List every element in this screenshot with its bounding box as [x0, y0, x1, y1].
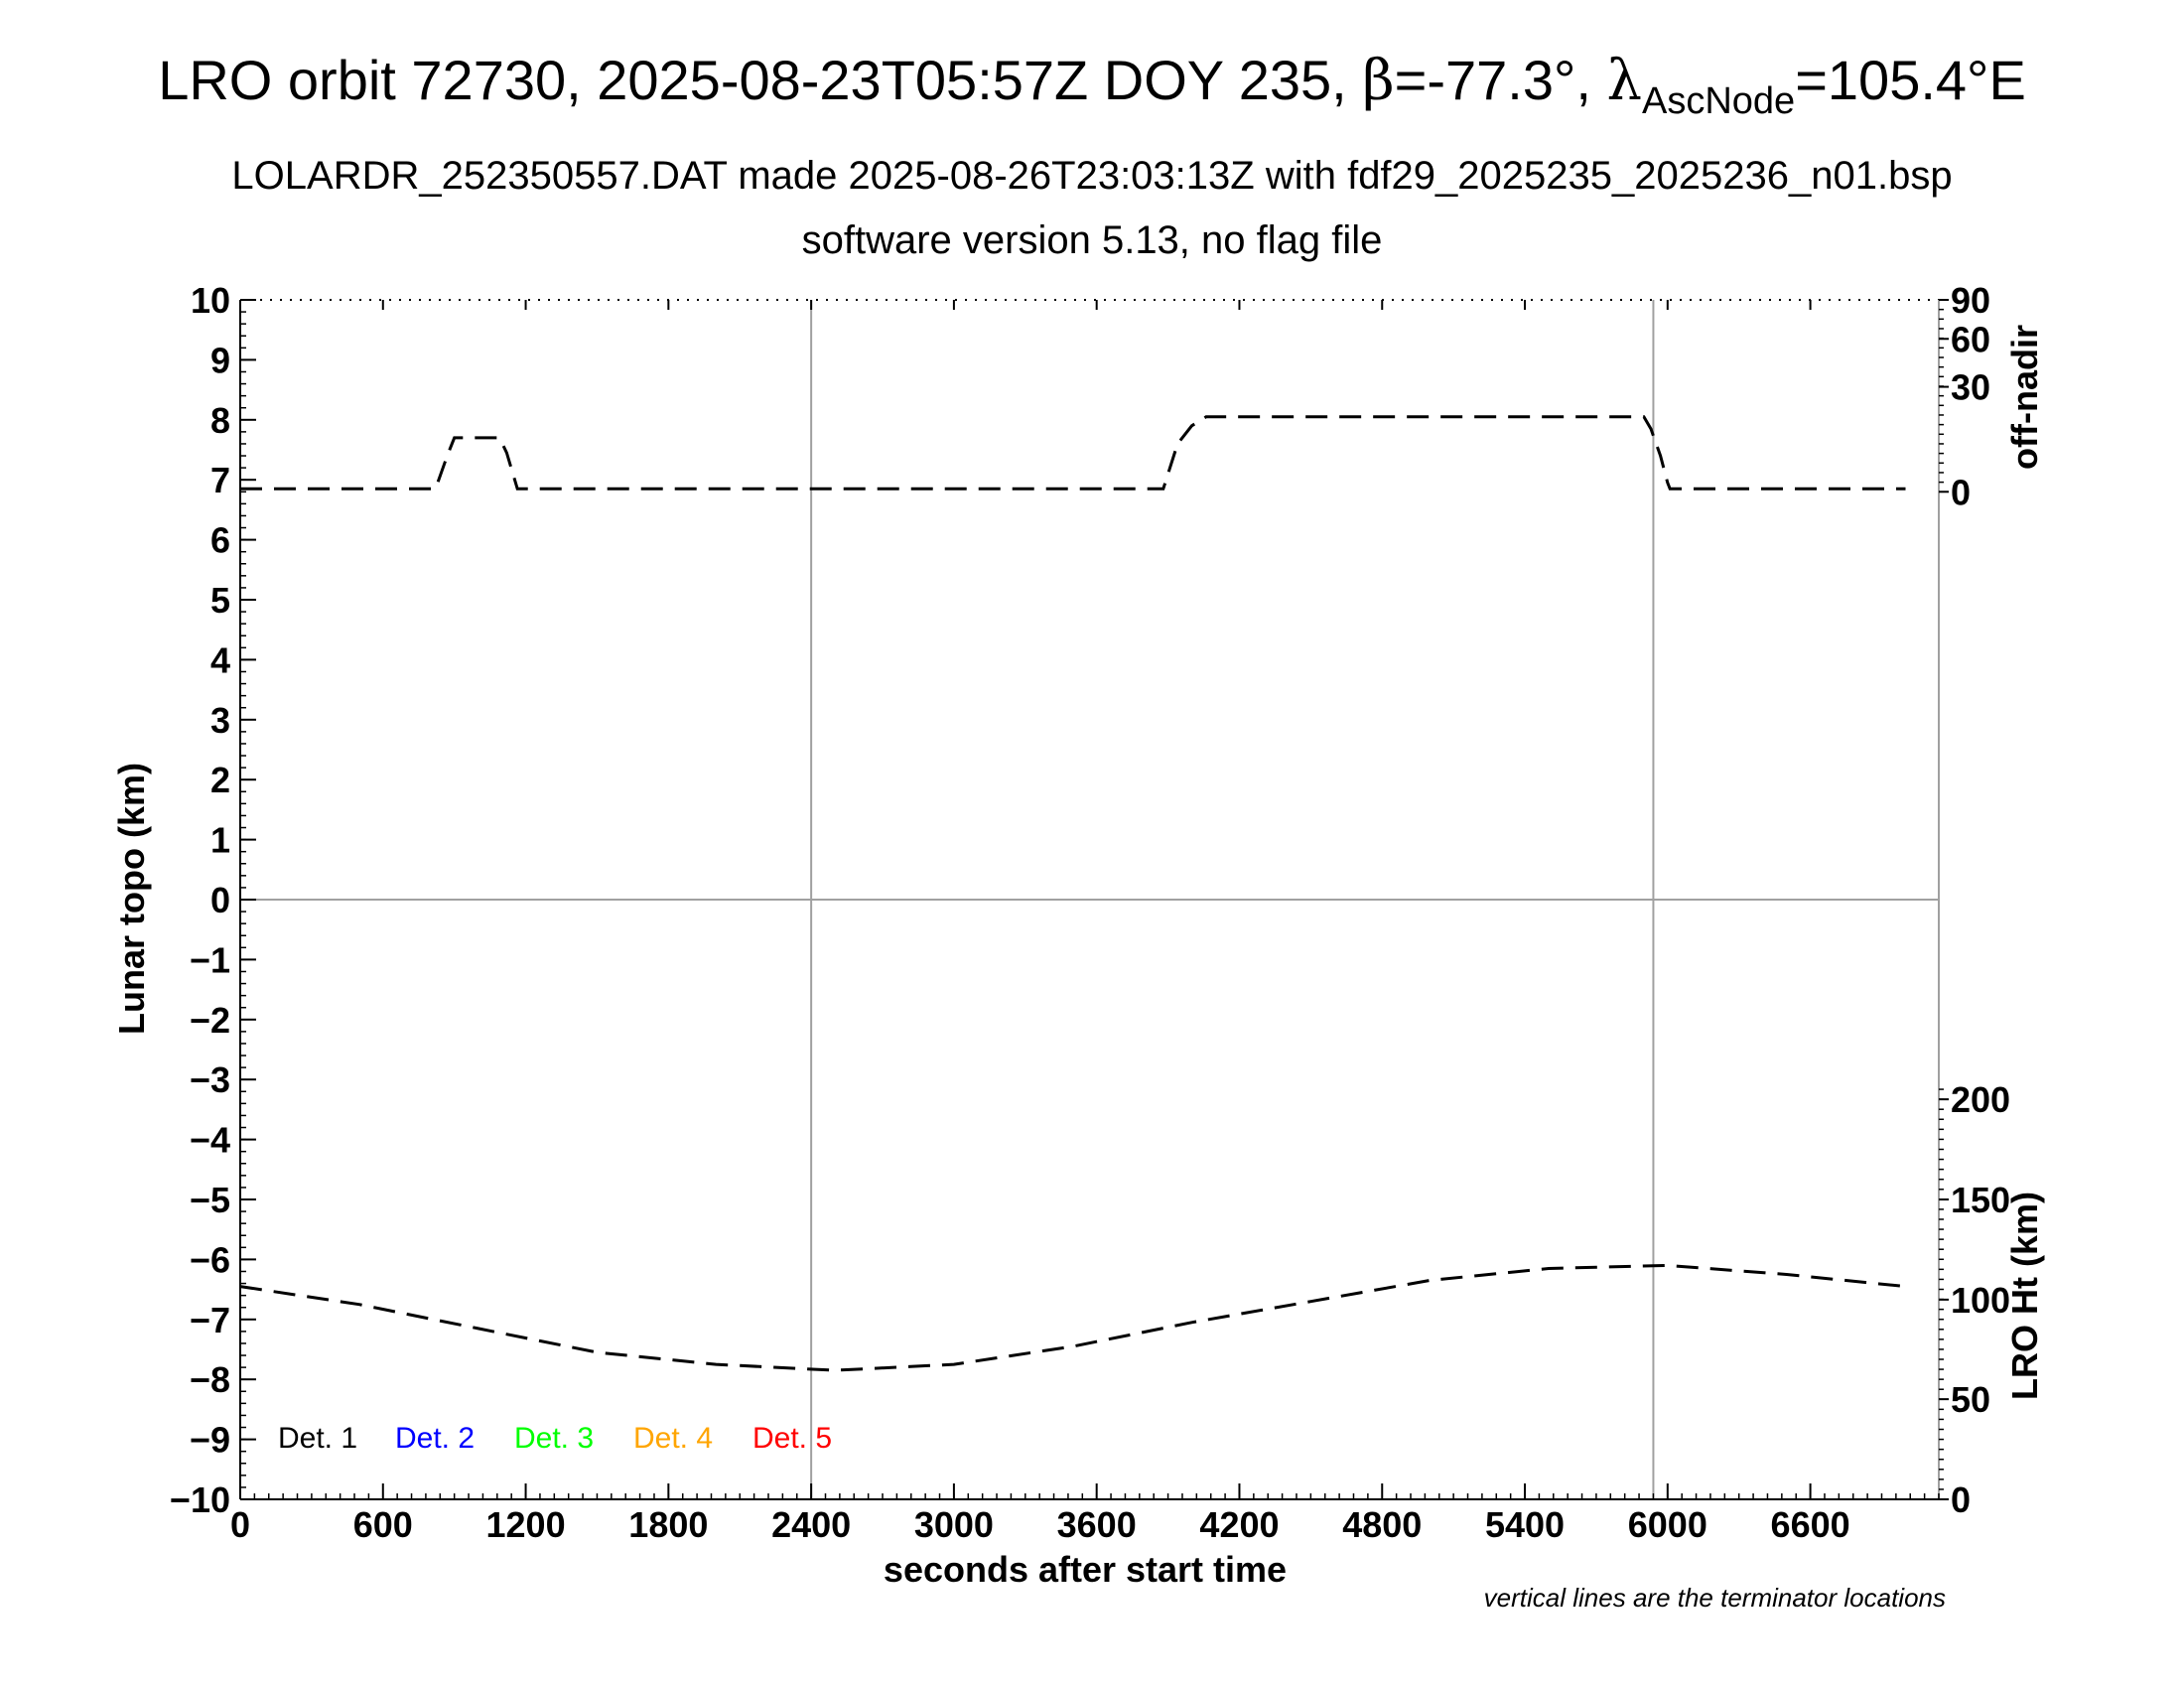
y-tick-label-left: 0 — [210, 880, 230, 920]
footnote: vertical lines are the terminator locati… — [1484, 1583, 1946, 1613]
series-line-lro-ht — [239, 1263, 1906, 1372]
x-tick-label: 1800 — [628, 1504, 708, 1545]
y-tick-label-left: −4 — [190, 1120, 230, 1161]
chart-subtitle-2: software version 5.13, no flag file — [802, 218, 1383, 262]
y-tick-label-left: 4 — [210, 639, 230, 680]
y-tick-label-left: −3 — [190, 1059, 230, 1100]
legend-item-det-4: Det. 4 — [633, 1422, 713, 1455]
lambda-symbol: λ — [1607, 49, 1643, 113]
y-tick-label-left: −6 — [190, 1239, 230, 1280]
y-tick-label-left: 5 — [210, 580, 230, 621]
x-tick-label: 3000 — [914, 1504, 994, 1545]
x-tick-label: 1200 — [486, 1504, 566, 1545]
legend-item-det-1: Det. 1 — [278, 1422, 357, 1455]
x-axis-label: seconds after start time — [884, 1549, 1287, 1590]
y-tick-label-right-bottom: 50 — [1951, 1379, 1990, 1420]
y-tick-label-left: −10 — [170, 1479, 230, 1520]
y-tick-label-left: 6 — [210, 520, 230, 561]
lambda-value: =105.4°E — [1795, 49, 2026, 111]
y-tick-label-left: 7 — [210, 460, 230, 500]
y-tick-label-left: 9 — [210, 340, 230, 380]
y-axis-label-left: Lunar topo (km) — [111, 763, 152, 1035]
x-tick-label: 4200 — [1199, 1504, 1279, 1545]
y-tick-label-left: 1 — [210, 820, 230, 861]
x-tick-label: 2400 — [771, 1504, 851, 1545]
x-tick-label: 3600 — [1057, 1504, 1137, 1545]
y-axis-label-right-bottom: LRO Ht (km) — [2004, 1192, 2045, 1400]
y-tick-label-right-bottom: 200 — [1951, 1079, 2010, 1120]
y-tick-label-right-top: 90 — [1951, 280, 1990, 321]
y-tick-label-left: −2 — [190, 1000, 230, 1041]
legend-item-det-2: Det. 2 — [395, 1422, 475, 1455]
x-tick-label: 0 — [230, 1504, 250, 1545]
y-tick-label-left: −1 — [190, 939, 230, 980]
series-line-off-nadir — [240, 415, 1906, 491]
y-tick-label-left: 10 — [191, 280, 230, 321]
plot-area: 109876543210−1−2−3−4−5−6−7−8−9−109060300… — [170, 280, 2010, 1545]
x-tick-label: 600 — [353, 1504, 413, 1545]
y-tick-label-right-bottom: 100 — [1951, 1280, 2010, 1321]
y-tick-label-right-bottom: 0 — [1951, 1479, 1971, 1520]
y-axis-label-right-top: off-nadir — [2004, 325, 2045, 470]
beta-value: =-77.3°, — [1395, 49, 1607, 111]
y-tick-label-left: −9 — [190, 1420, 230, 1461]
y-tick-label-left: 3 — [210, 700, 230, 741]
legend-item-det-5: Det. 5 — [752, 1422, 832, 1455]
chart-subtitle: LOLARDR_252350557.DAT made 2025-08-26T23… — [231, 154, 1952, 198]
y-tick-label-right-top: 30 — [1951, 367, 1990, 408]
y-tick-label-left: −8 — [190, 1359, 230, 1400]
chart-title: LRO orbit 72730, 2025-08-23T05:57Z DOY 2… — [158, 49, 2026, 122]
x-tick-label: 6600 — [1771, 1504, 1850, 1545]
y-tick-label-left: −5 — [190, 1180, 230, 1220]
x-tick-label: 4800 — [1342, 1504, 1422, 1545]
y-tick-label-left: 2 — [210, 760, 230, 800]
y-tick-label-right-bottom: 150 — [1951, 1180, 2010, 1220]
y-tick-label-right-top: 60 — [1951, 319, 1990, 359]
lambda-subscript: AscNode — [1642, 80, 1795, 122]
y-tick-label-left: −7 — [190, 1300, 230, 1340]
y-tick-label-left: 8 — [210, 400, 230, 441]
x-tick-label: 6000 — [1628, 1504, 1707, 1545]
y-tick-label-right-top: 0 — [1951, 472, 1971, 512]
title-prefix: LRO orbit 72730, 2025-08-23T05:57Z DOY 2… — [158, 49, 1362, 111]
beta-symbol: β — [1362, 49, 1394, 113]
legend-item-det-3: Det. 3 — [514, 1422, 594, 1455]
x-tick-label: 5400 — [1485, 1504, 1565, 1545]
